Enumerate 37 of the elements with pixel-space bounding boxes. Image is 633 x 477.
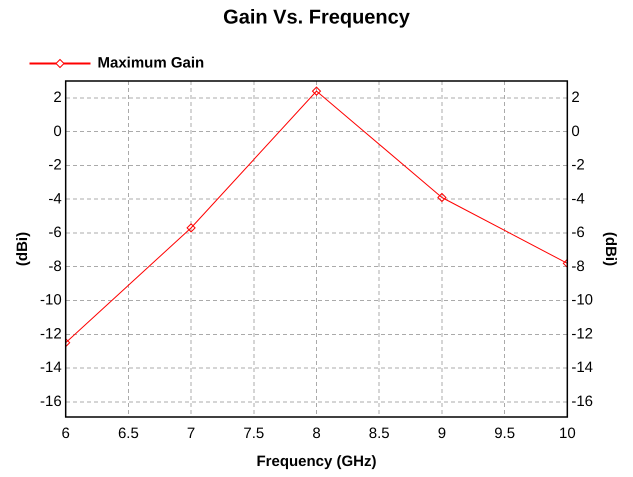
y-tick-label: -14 (40, 359, 62, 376)
x-tick-label: 8 (312, 425, 321, 442)
chart-title: Gain Vs. Frequency (223, 6, 411, 29)
y-tick-label: -6 (48, 224, 62, 242)
y2-tick-label: 2 (571, 89, 580, 106)
y2-axis-title: (dBi) (602, 232, 619, 266)
y-tick-label: -16 (40, 392, 62, 410)
y2-tick-label: -6 (571, 224, 585, 242)
y2-tick-label: -14 (571, 359, 594, 376)
x-axis-title: Frequency (GHz) (256, 453, 377, 470)
y-tick-label: 0 (53, 122, 62, 140)
y2-tick-label: -16 (571, 392, 594, 410)
x-tick-label: 6.5 (118, 425, 139, 442)
y-tick-label: -12 (40, 325, 62, 342)
x-tick-label: 8.5 (368, 425, 390, 442)
y-tick-label: 2 (53, 89, 62, 106)
y-tick-label: -8 (48, 258, 62, 275)
x-tick-label: 7 (186, 425, 196, 442)
point (312, 86, 321, 96)
y2-tick-label: 0 (571, 122, 580, 140)
x-tick-label: 6 (62, 425, 70, 442)
y-axis-title: (dBi) (14, 232, 32, 266)
x-tick-label: 7.5 (243, 425, 264, 442)
y2-tick-label: -8 (571, 258, 585, 275)
y2-tick-label: -12 (571, 325, 594, 342)
y-tick-label: -4 (48, 190, 62, 208)
legend-label: Maximum Gain (98, 54, 204, 72)
y-tick-label: -2 (48, 156, 62, 174)
point (437, 193, 446, 202)
x-tick-label: 10 (558, 425, 576, 442)
y-tick-label: -10 (40, 292, 62, 309)
x-tick-label: 9.5 (494, 425, 516, 442)
y2-tick-label: -2 (571, 156, 585, 174)
y2-tick-label: -10 (571, 292, 594, 309)
point (186, 223, 196, 232)
x-tick-label: 9 (438, 425, 446, 442)
y2-tick-label: -4 (571, 190, 585, 208)
